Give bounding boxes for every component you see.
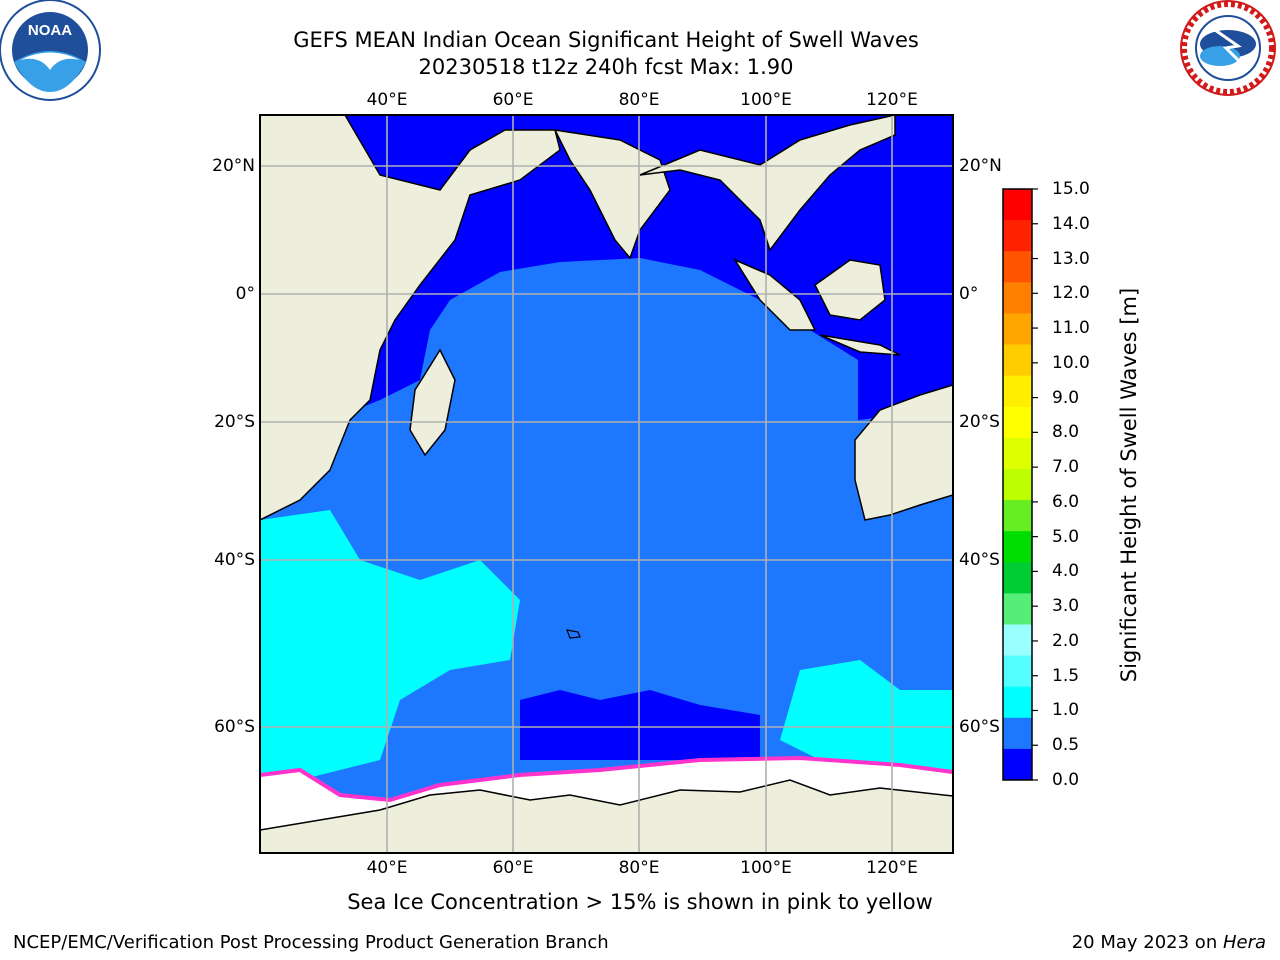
colorbar-tick-label: 0.0 xyxy=(1052,770,1080,790)
land-madagascar xyxy=(409,348,456,457)
colorbar-tick-label: 8.0 xyxy=(1052,422,1080,443)
map-subtitle: 20230518 t12z 240h fcst Max: 1.90 xyxy=(418,55,794,79)
colorbar-tick-label: 6.0 xyxy=(1052,491,1080,512)
colorbar-frame xyxy=(1002,188,1033,781)
colorbar-swatch xyxy=(1003,282,1032,314)
colorbar-swatch xyxy=(1003,748,1032,781)
credit-branch: NCEP/EMC/Verification Post Processing Pr… xyxy=(13,932,609,953)
nws-logo xyxy=(1180,0,1276,96)
credit-machine: Hera xyxy=(1222,932,1266,953)
lat-label-left: 20°S xyxy=(214,412,255,432)
map-frame xyxy=(259,114,954,854)
lon-label-bottom: 80°E xyxy=(618,858,660,878)
colorbar-title: Significant Height of Swell Waves [m] xyxy=(1117,287,1141,683)
lat-label-left: 0° xyxy=(235,284,255,304)
colorbar-tick-label: 9.0 xyxy=(1052,387,1080,408)
lat-label-left: 20°N xyxy=(212,156,255,176)
lat-label-right: 0° xyxy=(959,284,979,304)
lon-label-top: 100°E xyxy=(740,90,792,110)
colorbar-tick-label: 1.5 xyxy=(1052,665,1080,686)
island-kerguelen xyxy=(566,629,581,639)
sea-ice-edge xyxy=(260,755,953,803)
colorbar-tick-label: 2.0 xyxy=(1052,630,1080,651)
colorbar-tick-label: 12.0 xyxy=(1052,283,1090,304)
map-panel xyxy=(260,115,953,853)
lon-label-bottom: 100°E xyxy=(740,858,792,878)
colorbar-swatch xyxy=(1003,686,1032,719)
colorbar-swatch xyxy=(1003,220,1032,252)
colorbar-tick-label: 10.0 xyxy=(1052,352,1090,373)
colorbar-swatch xyxy=(1003,562,1032,594)
lon-label-top: 60°E xyxy=(492,90,534,110)
lon-label-top: 80°E xyxy=(618,90,660,110)
sea-ice-note: Sea Ice Concentration > 15% is shown in … xyxy=(347,890,933,914)
lat-label-right: 40°S xyxy=(959,550,1000,570)
colorbar-swatch xyxy=(1003,531,1032,563)
land-india xyxy=(553,129,671,260)
colorbar-swatch xyxy=(1003,313,1032,346)
lat-label-right: 60°S xyxy=(959,717,1000,737)
credit-date-text: 20 May 2023 on xyxy=(1071,932,1223,953)
svg-text:NOAA: NOAA xyxy=(28,22,72,39)
lon-label-top: 120°E xyxy=(866,90,918,110)
land-antarctica xyxy=(260,779,953,853)
colorbar-tick-label: 5.0 xyxy=(1052,526,1080,547)
ocean-calm-south xyxy=(520,690,760,760)
colorbar-swatch xyxy=(1003,593,1032,625)
credit-date: 20 May 2023 on Hera xyxy=(1072,932,1266,953)
colorbar-swatch xyxy=(1003,189,1032,221)
land-australia xyxy=(854,384,953,521)
graticule xyxy=(260,115,953,853)
lon-label-bottom: 40°E xyxy=(366,858,408,878)
lon-label-bottom: 60°E xyxy=(492,858,534,878)
map-title: GEFS MEAN Indian Ocean Significant Heigh… xyxy=(293,28,919,52)
colorbar-tick-label: 14.0 xyxy=(1052,213,1090,234)
ocean-cyan-east xyxy=(780,660,953,770)
colorbar-swatch xyxy=(1003,468,1032,501)
colorbar-swatch xyxy=(1003,624,1032,657)
lat-label-right: 20°N xyxy=(959,156,1002,176)
colorbar-tick-label: 4.0 xyxy=(1052,561,1080,582)
land-southeast-asia xyxy=(639,115,896,252)
colorbar-tick-label: 0.5 xyxy=(1052,735,1080,756)
colorbar-swatch xyxy=(1003,375,1032,408)
colorbar-swatch xyxy=(1003,437,1032,470)
colorbar-tick-label: 7.0 xyxy=(1052,457,1080,478)
lat-label-left: 40°S xyxy=(214,550,255,570)
lon-label-bottom: 120°E xyxy=(866,858,918,878)
colorbar-tick-label: 1.0 xyxy=(1052,700,1080,721)
colorbar-swatch xyxy=(1003,251,1032,283)
land-borneo xyxy=(814,259,886,321)
colorbar-swatch xyxy=(1003,500,1032,532)
lat-label-left: 60°S xyxy=(214,717,255,737)
colorbar-swatch xyxy=(1003,344,1032,377)
colorbar-tick-label: 11.0 xyxy=(1052,318,1090,339)
noaa-logo: NOAA xyxy=(0,0,101,101)
colorbar-tick-label: 13.0 xyxy=(1052,248,1090,269)
land-africa-arabia xyxy=(260,115,561,521)
lon-label-top: 40°E xyxy=(366,90,408,110)
colorbar-tick-label: 15.0 xyxy=(1052,179,1090,199)
colorbar-swatch xyxy=(1003,655,1032,688)
colorbar xyxy=(1003,188,1038,781)
colorbar-tick-label: 3.0 xyxy=(1052,596,1080,617)
lat-label-right: 20°S xyxy=(959,412,1000,432)
land-sumatra xyxy=(733,258,817,331)
colorbar-swatch xyxy=(1003,406,1032,439)
colorbar-swatch xyxy=(1003,717,1032,750)
land-java xyxy=(819,334,901,356)
ocean-cyan-west xyxy=(260,510,520,780)
